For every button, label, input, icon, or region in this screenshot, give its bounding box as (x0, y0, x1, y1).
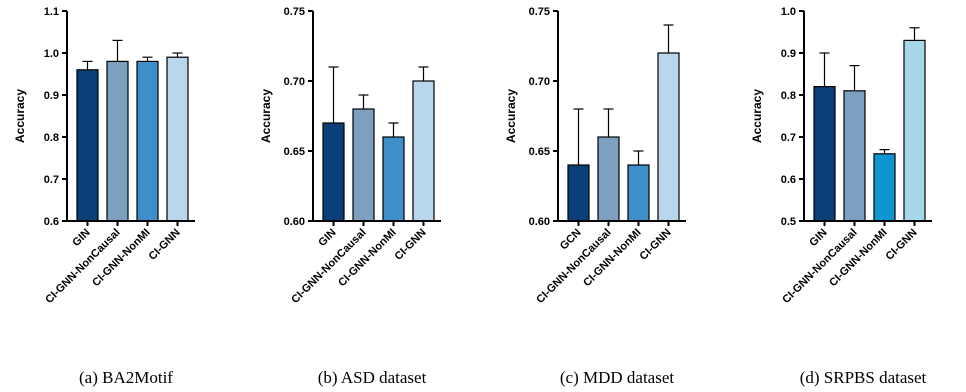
bar (657, 52, 680, 222)
y-tick-label: 0.75 (529, 6, 550, 18)
x-tick-label: CI-GNN (637, 227, 673, 263)
y-axis-title: Accuracy (13, 89, 27, 143)
y-tick-label: 1.1 (44, 6, 59, 18)
y-tick-label: 0.60 (284, 216, 305, 228)
bar (813, 85, 836, 222)
y-tick-label: 0.8 (781, 90, 796, 102)
y-axis-title: Accuracy (259, 89, 273, 143)
chart-panel-3: 0.600.650.700.75GCNCI-GNN-NonCausalCI-GN… (504, 6, 686, 387)
bar (903, 39, 926, 222)
bar (106, 60, 129, 222)
y-tick-label: 0.6 (781, 174, 796, 186)
x-tick-label: CI-GNN (392, 227, 428, 263)
bar (412, 80, 435, 222)
y-tick-label: 0.65 (284, 146, 305, 158)
x-tick-label: GIN (70, 227, 92, 249)
bar (627, 164, 650, 222)
y-axis-title: Accuracy (504, 89, 518, 143)
bar (843, 90, 866, 222)
y-tick-label: 0.8 (44, 132, 59, 144)
y-tick-label: 0.7 (44, 174, 59, 186)
x-tick-label: GIN (807, 227, 829, 249)
y-axis-title: Accuracy (750, 89, 764, 143)
y-tick-label: 0.70 (284, 76, 305, 88)
bar (382, 136, 405, 222)
y-tick-label: 0.75 (284, 6, 305, 18)
bar (352, 108, 375, 222)
y-tick-label: 0.70 (529, 76, 550, 88)
y-tick-label: 0.5 (781, 216, 796, 228)
bar (166, 56, 189, 222)
chart-caption: (a) BA2Motif (79, 368, 173, 387)
y-tick-label: 1.0 (44, 48, 59, 60)
bar (873, 153, 896, 222)
chart-caption: (b) ASD dataset (318, 368, 427, 387)
x-tick-label: CI-GNN (146, 227, 182, 263)
bar (597, 136, 620, 222)
bar (567, 164, 590, 222)
y-tick-label: 0.65 (529, 146, 550, 158)
y-tick-label: 0.60 (529, 216, 550, 228)
bar (136, 60, 159, 222)
y-tick-label: 0.7 (781, 132, 796, 144)
y-tick-label: 0.9 (781, 48, 796, 60)
x-tick-label: GCN (558, 227, 584, 253)
chart-panel-1: 0.60.70.80.91.01.1GINCI-GNN-NonCausalCI-… (13, 6, 195, 387)
chart-caption: (c) MDD dataset (560, 368, 675, 387)
x-tick-label: GIN (316, 227, 338, 249)
y-tick-label: 1.0 (781, 6, 796, 18)
x-tick-label: CI-GNN (883, 227, 919, 263)
y-tick-label: 0.6 (44, 216, 59, 228)
chart-panel-2: 0.600.650.700.75GINCI-GNN-NonCausalCI-GN… (259, 6, 441, 387)
y-tick-label: 0.9 (44, 90, 59, 102)
chart-panel-4: 0.50.60.70.80.91.0GINCI-GNN-NonCausalCI-… (750, 6, 932, 387)
bar (76, 69, 99, 222)
bar (322, 122, 345, 222)
chart-caption: (d) SRPBS dataset (800, 368, 927, 387)
